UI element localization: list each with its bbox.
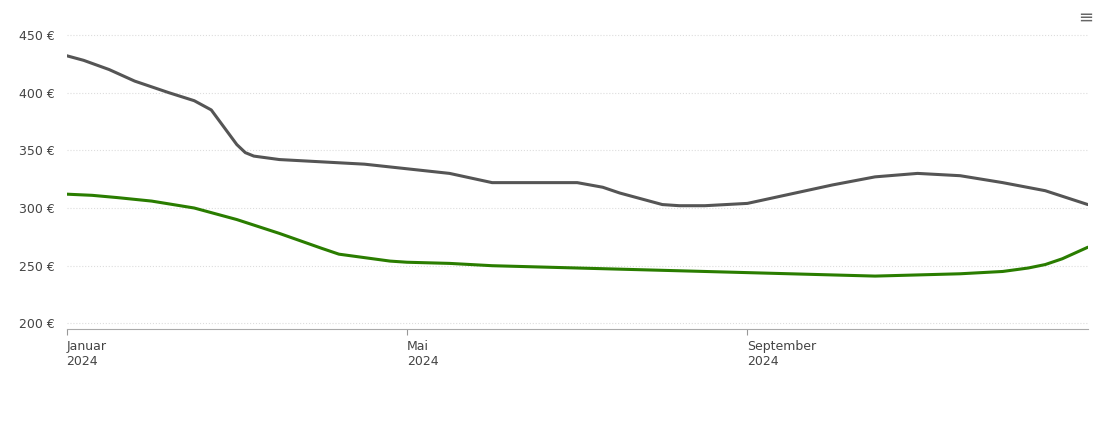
Legend: lose Ware, Sackware: lose Ware, Sackware <box>468 417 686 422</box>
Text: ≡: ≡ <box>1078 9 1093 27</box>
